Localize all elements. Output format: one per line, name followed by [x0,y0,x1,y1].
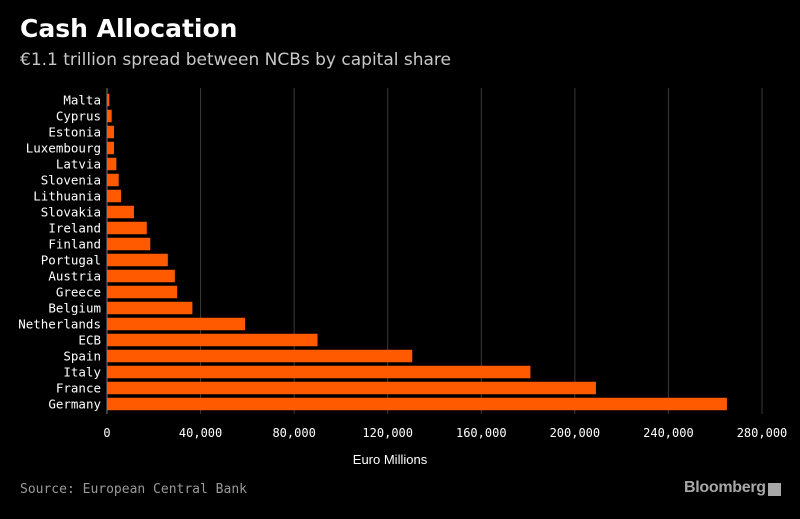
x-tick-label: 80,000 [272,426,315,440]
bar-france [107,381,596,395]
x-tick-label: 0 [103,426,110,440]
category-label: Italy [63,365,101,380]
category-label: Slovakia [41,205,101,220]
bar-luxembourg [107,141,115,155]
x-tick-label: 120,000 [362,426,413,440]
category-label: Ireland [48,221,101,236]
bar-estonia [107,125,115,139]
bar-latvia [107,157,117,171]
category-label: Finland [48,237,101,252]
category-label: Netherlands [18,317,101,332]
category-label: Greece [56,285,101,300]
x-tick-label: 240,000 [643,426,694,440]
category-label: Slovenia [41,173,101,188]
bar-greece [107,285,178,299]
bar-ireland [107,221,147,235]
bar-netherlands [107,317,246,331]
bar-austria [107,269,175,283]
source-note: Source: European Central Bank [20,482,247,497]
bar-slovakia [107,205,134,219]
bar-italy [107,365,531,379]
x-tick-label: 160,000 [456,426,507,440]
bar-ecb [107,333,318,347]
brand-logo: Bloomberg [684,479,766,496]
category-label: Luxembourg [26,141,101,156]
chart-title: Cash Allocation [20,14,238,43]
category-label: ECB [78,333,101,348]
x-tick-label: 40,000 [179,426,222,440]
category-label: Lithuania [33,189,101,204]
x-tick-label: 280,000 [737,426,788,440]
brand-icon [768,483,781,496]
x-tick-label: 200,000 [550,426,601,440]
bar-spain [107,349,413,363]
x-axis-label: Euro Millions [353,452,428,467]
category-label: Belgium [48,301,101,316]
bars [107,93,727,411]
bar-germany [107,397,727,411]
category-label: France [56,381,101,396]
bar-cyprus [107,109,112,123]
category-label: Germany [48,397,101,412]
bar-finland [107,237,151,251]
category-label: Portugal [41,253,101,268]
category-label: Malta [63,93,101,108]
grid-lines [106,88,763,414]
bar-belgium [107,301,193,315]
bar-portugal [107,253,168,267]
bar-lithuania [107,189,122,203]
category-label: Cyprus [56,109,101,124]
bar-slovenia [107,173,119,187]
category-label: Spain [63,349,101,364]
category-label: Latvia [56,157,101,172]
category-labels: MaltaCyprusEstoniaLuxembourgLatviaSloven… [18,93,101,412]
category-label: Austria [48,269,101,284]
chart-subtitle: €1.1 trillion spread between NCBs by cap… [20,50,452,70]
category-label: Estonia [48,125,101,140]
x-tick-labels: 0 40,000 80,000 120,000 160,000 200,000 240,00… [103,426,787,440]
bar-malta [107,93,110,107]
